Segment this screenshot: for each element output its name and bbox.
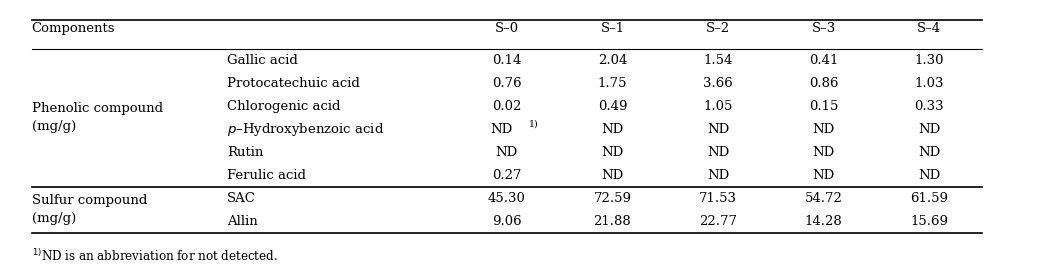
Text: ND: ND	[706, 169, 730, 182]
Text: $^{1)}$ND is an abbreviation for not detected.: $^{1)}$ND is an abbreviation for not det…	[32, 248, 278, 264]
Text: 61.59: 61.59	[910, 192, 948, 205]
Text: 72.59: 72.59	[593, 192, 631, 205]
Text: 2.04: 2.04	[598, 54, 627, 67]
Text: 1.03: 1.03	[914, 77, 944, 90]
Text: ND: ND	[601, 123, 624, 136]
Text: 9.06: 9.06	[492, 215, 522, 228]
Text: Ferulic acid: Ferulic acid	[227, 169, 306, 182]
Text: Protocatechuic acid: Protocatechuic acid	[227, 77, 360, 90]
Text: 15.69: 15.69	[910, 215, 948, 228]
Text: 1.75: 1.75	[598, 77, 627, 90]
Text: 14.28: 14.28	[805, 215, 843, 228]
Text: 0.02: 0.02	[492, 100, 522, 113]
Text: SAC: SAC	[227, 192, 256, 205]
Text: 1): 1)	[529, 120, 539, 129]
Text: ND: ND	[812, 146, 835, 159]
Text: 1.30: 1.30	[914, 54, 944, 67]
Text: S–1: S–1	[601, 22, 624, 35]
Text: ND: ND	[812, 169, 835, 182]
Text: $p$–Hydroxybenzoic acid: $p$–Hydroxybenzoic acid	[227, 121, 384, 138]
Text: Chlorogenic acid: Chlorogenic acid	[227, 100, 340, 113]
Text: 45.30: 45.30	[488, 192, 526, 205]
Text: 22.77: 22.77	[699, 215, 737, 228]
Text: Allin: Allin	[227, 215, 258, 228]
Text: 0.41: 0.41	[809, 54, 838, 67]
Text: ND: ND	[812, 123, 835, 136]
Text: 0.15: 0.15	[809, 100, 838, 113]
Text: ND: ND	[490, 123, 513, 136]
Text: S–3: S–3	[812, 22, 835, 35]
Text: 0.49: 0.49	[598, 100, 627, 113]
Text: ND: ND	[495, 146, 518, 159]
Text: 3.66: 3.66	[703, 77, 733, 90]
Text: Gallic acid: Gallic acid	[227, 54, 298, 67]
Text: S–2: S–2	[706, 22, 730, 35]
Text: ND: ND	[918, 146, 941, 159]
Text: ND: ND	[706, 123, 730, 136]
Text: S–0: S–0	[495, 22, 518, 35]
Text: ND: ND	[918, 123, 941, 136]
Text: ND: ND	[601, 169, 624, 182]
Text: 0.33: 0.33	[914, 100, 944, 113]
Text: 54.72: 54.72	[805, 192, 843, 205]
Text: ND: ND	[918, 169, 941, 182]
Text: Components: Components	[32, 22, 115, 35]
Text: 1.54: 1.54	[703, 54, 733, 67]
Text: 21.88: 21.88	[593, 215, 631, 228]
Text: Rutin: Rutin	[227, 146, 263, 159]
Text: 0.86: 0.86	[809, 77, 838, 90]
Text: Phenolic compound
(mg/g): Phenolic compound (mg/g)	[32, 102, 163, 133]
Text: 0.76: 0.76	[492, 77, 522, 90]
Text: 0.27: 0.27	[492, 169, 522, 182]
Text: 1.05: 1.05	[703, 100, 733, 113]
Text: 71.53: 71.53	[699, 192, 737, 205]
Text: 0.14: 0.14	[492, 54, 522, 67]
Text: Sulfur compound
(mg/g): Sulfur compound (mg/g)	[32, 194, 147, 225]
Text: S–4: S–4	[918, 22, 941, 35]
Text: ND: ND	[706, 146, 730, 159]
Text: ND: ND	[601, 146, 624, 159]
